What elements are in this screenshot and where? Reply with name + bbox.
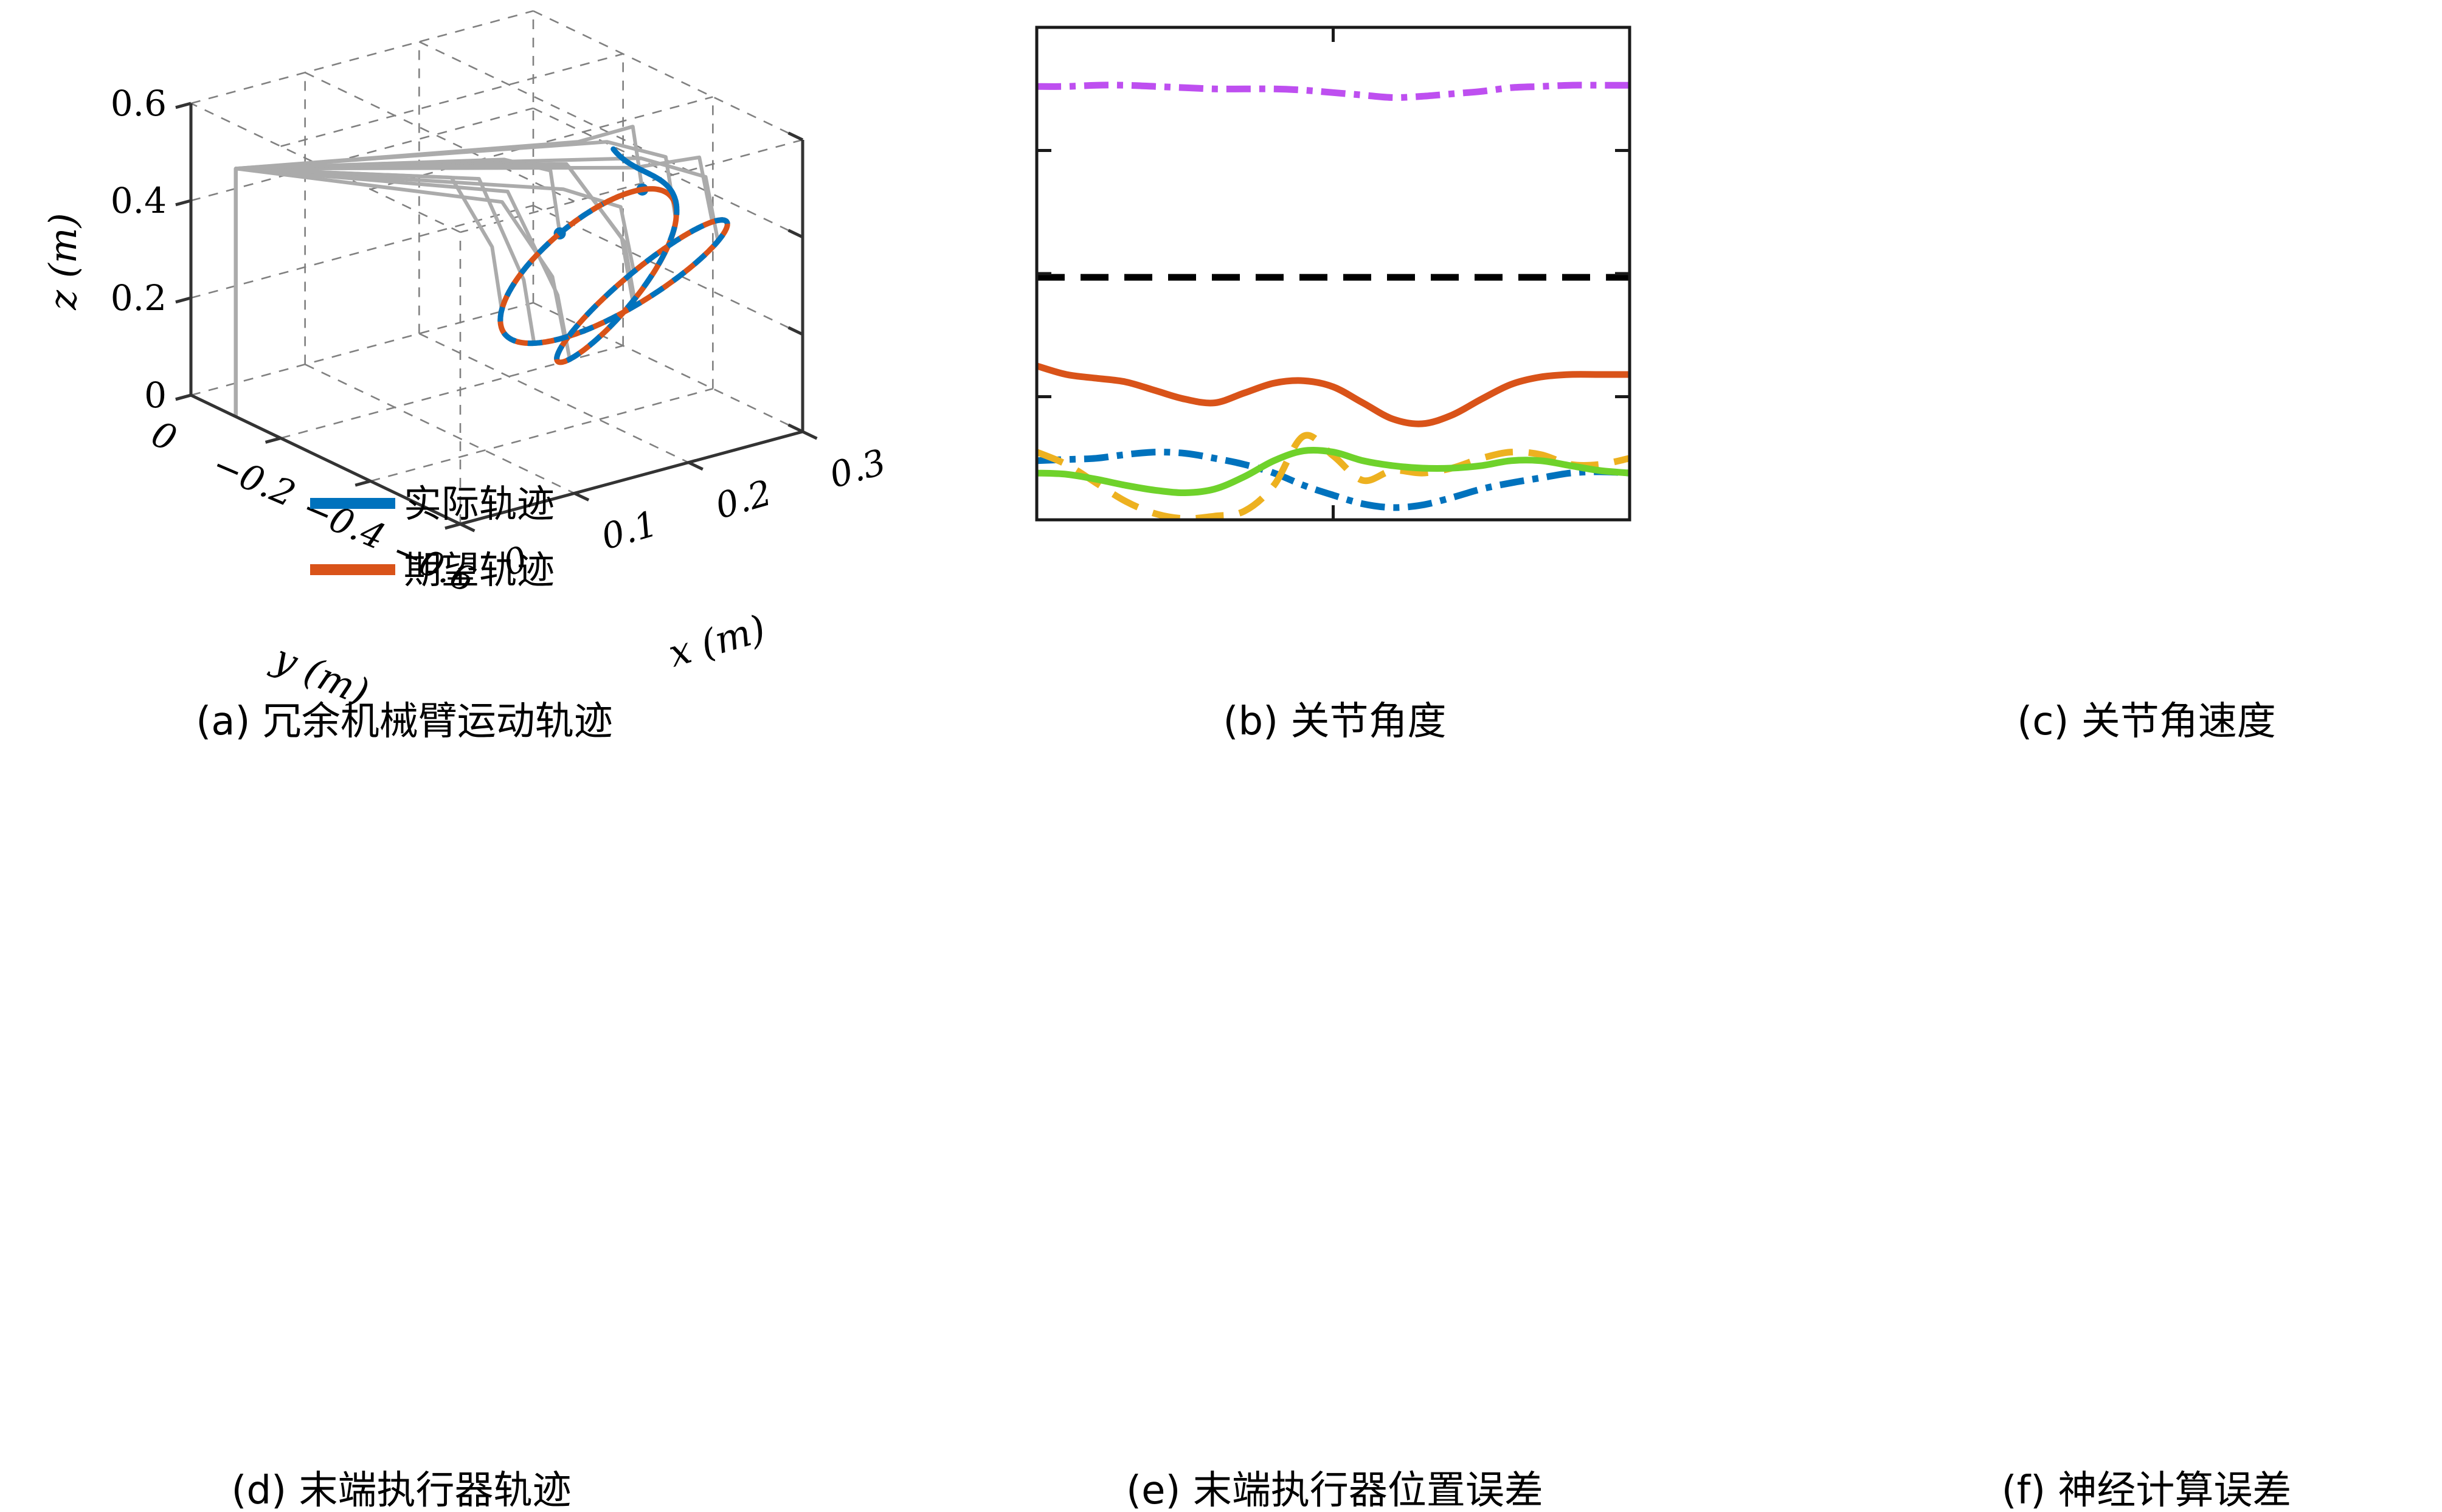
z-tick-right — [787, 229, 804, 239]
grid-y — [370, 388, 713, 482]
x-tick — [573, 492, 590, 502]
tick-marks-3d — [175, 102, 818, 533]
grid-x — [305, 364, 575, 494]
arm-config — [233, 167, 504, 417]
series-group — [1037, 81, 1630, 520]
x-tick — [688, 461, 704, 471]
x-tick-label: 0.3 — [825, 441, 890, 496]
x-tick — [459, 522, 476, 533]
z-tick-label: 0.2 — [111, 277, 167, 319]
subplot-a: 00.20.40.60−0.2−0.4−0.6 00.10.20.3x (m)y … — [41, 10, 890, 714]
box-edge — [190, 10, 534, 105]
grid-y — [370, 96, 713, 190]
series-θ_5(t) — [1037, 81, 1630, 101]
arm-config — [233, 167, 536, 417]
actual-trajectory — [497, 199, 730, 365]
y-tick-label: −0.4 — [296, 486, 391, 558]
subplot-b — [1035, 26, 1631, 522]
z-tick — [175, 199, 192, 207]
y-tick — [444, 522, 461, 530]
arm-config — [233, 157, 562, 417]
axes-box — [1035, 26, 1631, 522]
axes-3d — [189, 103, 804, 526]
grid-z — [190, 107, 534, 202]
z-tick-right — [787, 131, 804, 142]
arm-config — [233, 167, 572, 417]
y-tick-label: −0.2 — [206, 443, 301, 515]
caption-subplot-a: (a) 冗余机械臂运动轨迹 — [196, 699, 613, 744]
series-θ_1(t) — [1037, 362, 1630, 427]
actual-trajectory-transient — [610, 146, 680, 210]
z-tick-label: 0.6 — [111, 83, 167, 124]
series-θ_4(t) — [1037, 446, 1630, 497]
arm-config — [233, 167, 636, 417]
x-axis-label: x (m) — [663, 606, 770, 676]
z-axis-label: z (m) — [41, 213, 85, 311]
x-tick-label: 0.2 — [711, 472, 776, 527]
caption-subplot-c: (c) 关节角速度 — [2017, 699, 2276, 744]
x-tick-label: 0.1 — [597, 503, 662, 558]
x-tick — [801, 430, 818, 440]
caption-subplot-d: (d) 末端执行器轨迹 — [231, 1468, 572, 1512]
z-tick-label: 0 — [144, 375, 167, 416]
box-edge — [533, 302, 803, 433]
caption-subplot-e: (e) 末端执行器位置误差 — [1126, 1468, 1543, 1512]
box-edge — [460, 139, 803, 233]
z-tick — [175, 102, 192, 109]
x-axis — [460, 430, 803, 526]
z-tick-label: 0.4 — [111, 180, 167, 221]
arm-config — [233, 164, 638, 417]
z-tick-right — [787, 423, 804, 433]
grid-x — [418, 41, 689, 171]
grid-x — [418, 333, 689, 463]
z-tick — [175, 296, 192, 304]
grid-z — [533, 204, 803, 336]
tick-marks — [1035, 26, 1631, 522]
y-tick — [175, 393, 192, 401]
y-tick-label: 0 — [146, 413, 183, 460]
grid-z — [190, 204, 534, 299]
y-tick — [265, 437, 282, 444]
y-axis — [190, 393, 462, 526]
z-tick-right — [787, 326, 804, 336]
box-edge — [533, 10, 803, 141]
series-θ_2(t) — [1037, 449, 1630, 511]
grid-x — [305, 72, 575, 202]
legend-label: 期望轨迹 — [404, 548, 555, 592]
caption-subplot-b: (b) 关节角度 — [1223, 699, 1447, 744]
box-edge — [190, 302, 534, 396]
grid-y — [280, 53, 624, 147]
caption-subplot-f: (f) 神经计算误差 — [2001, 1468, 2292, 1512]
legend-label: 实际轨迹 — [404, 482, 555, 526]
y-tick — [355, 479, 371, 487]
